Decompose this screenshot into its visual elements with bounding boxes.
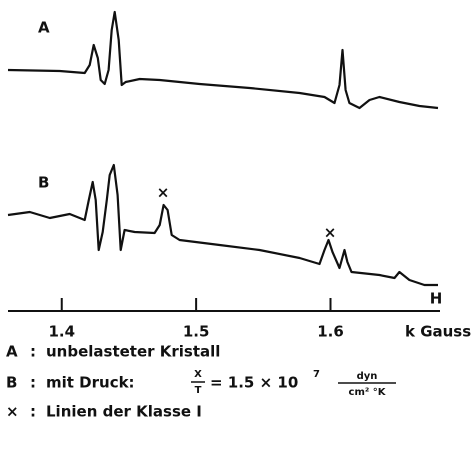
legend-eq: = 1.5 × 10 (210, 374, 298, 392)
legend-sep: : (30, 374, 36, 392)
series-label: B (38, 174, 49, 192)
legend-text: mit Druck: (46, 374, 135, 392)
x-tick-label: 1.5 (183, 323, 210, 341)
annotation: × (324, 224, 337, 242)
legend-key: B (6, 374, 17, 392)
unit-den: cm² °K (349, 387, 387, 398)
x-axis-label: k Gauss (405, 323, 471, 341)
trace (7, 10, 439, 110)
legend-text: unbelasteter Kristall (46, 343, 220, 361)
legend-sep: : (30, 403, 36, 421)
series-label: A (38, 19, 50, 37)
legend-sep: : (30, 343, 36, 361)
exponent: 7 (313, 369, 320, 380)
axis-label: H (430, 290, 443, 308)
fraction-num: X (194, 369, 202, 380)
unit-num: dyn (357, 371, 378, 382)
fraction-den: T (195, 385, 202, 396)
x-tick-label: 1.4 (48, 323, 75, 341)
x-tick-label: 1.6 (317, 323, 344, 341)
legend-text: Linien der Klasse I (46, 403, 202, 421)
annotation: × (157, 184, 170, 202)
trace (7, 163, 438, 287)
legend-key: A (6, 343, 18, 361)
legend-key: × (6, 403, 19, 421)
